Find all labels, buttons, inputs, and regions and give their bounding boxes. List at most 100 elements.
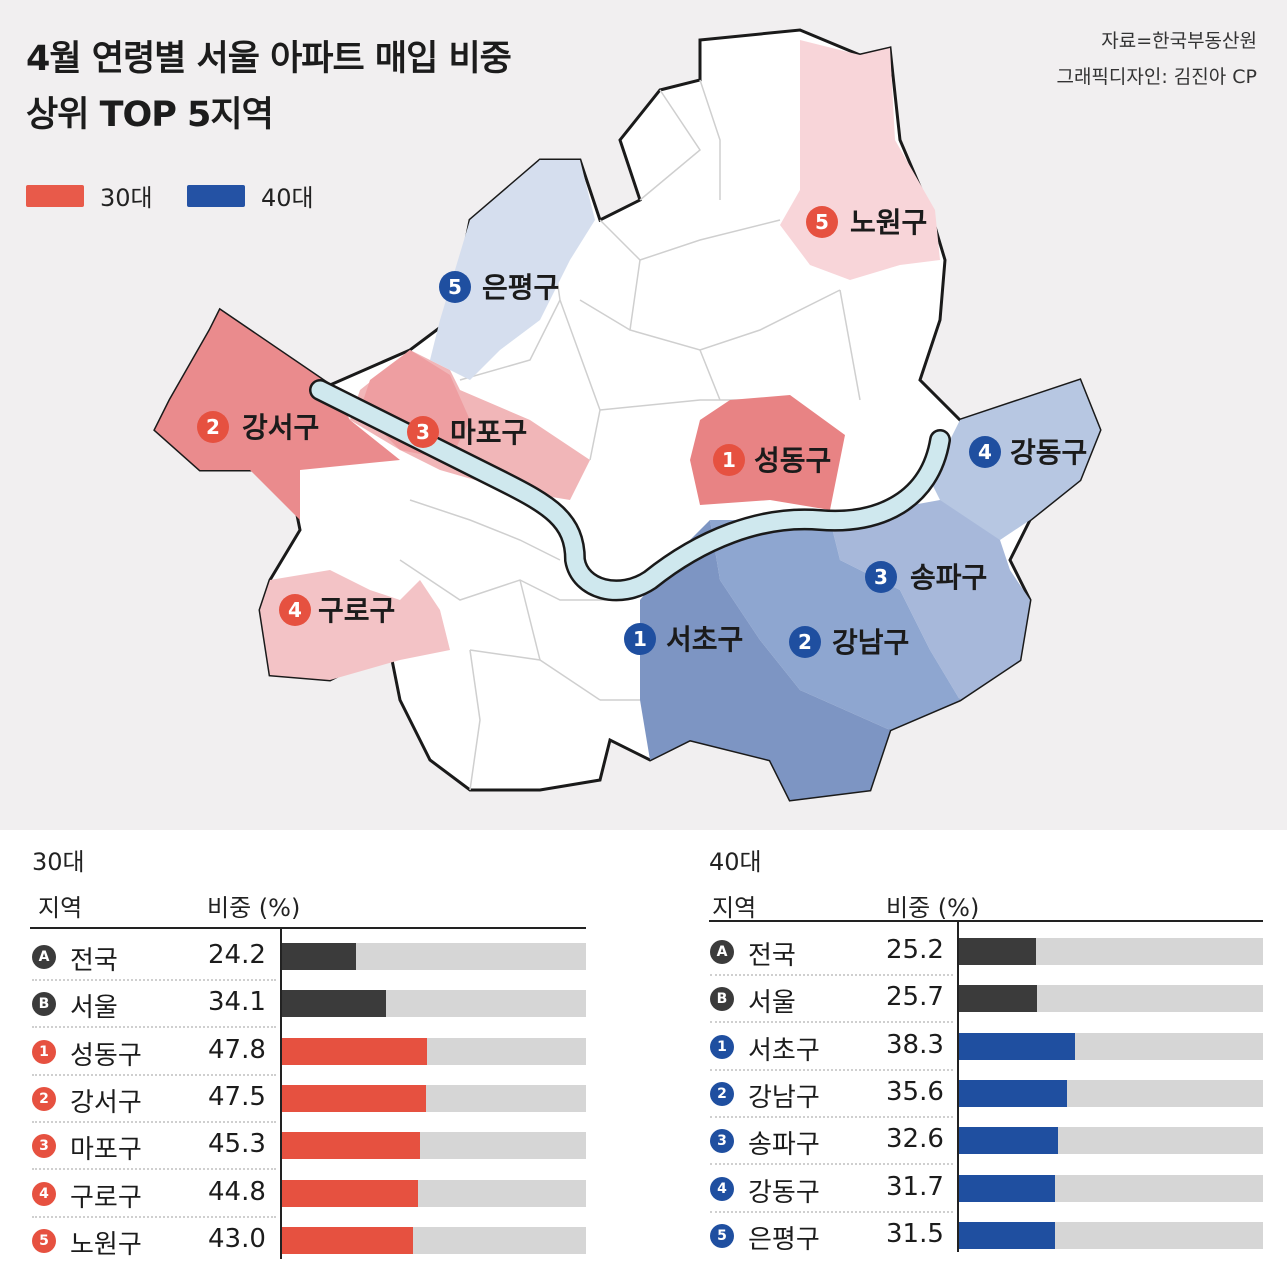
table-row: 1 서초구 38.3 xyxy=(710,1024,1264,1071)
rank-badge-icon xyxy=(806,206,838,238)
rank-badge: 2 xyxy=(32,1086,56,1111)
district-seongdong xyxy=(690,395,845,510)
chart-title: 4월 연령별 서울 아파트 매입 비중 xyxy=(26,39,512,79)
row-separator xyxy=(710,1068,953,1071)
bar-fill xyxy=(282,1084,426,1112)
rank-badge: 4 xyxy=(710,1176,734,1201)
rank-badge-icon xyxy=(713,444,745,476)
district-name: 서초구 xyxy=(666,623,743,656)
region-name: 송파구 xyxy=(748,1130,820,1161)
map-label-gangdong: 4 강동구 xyxy=(969,436,1087,469)
badge-rank: 2 xyxy=(798,630,812,654)
row-separator xyxy=(32,1026,276,1029)
district-eunpyeong xyxy=(430,160,595,380)
table-title-30s: 30대 xyxy=(32,848,85,876)
table-row: A 전국 24.2 xyxy=(32,934,588,981)
region-name: 서초구 xyxy=(748,1035,820,1066)
district-name: 은평구 xyxy=(482,271,559,304)
region-name: 강남구 xyxy=(748,1082,820,1113)
rank-badge-icon xyxy=(865,561,897,593)
share-value: 24.2 xyxy=(208,940,266,970)
table-row: B 서울 34.1 xyxy=(32,981,588,1029)
bar-fill xyxy=(959,1079,1067,1107)
col-header-region-40s: 지역 xyxy=(712,894,757,922)
district-gangdong xyxy=(930,380,1100,540)
table-row: 1 성동구 47.8 xyxy=(32,1029,588,1076)
rank-badge: B xyxy=(710,987,734,1012)
district-songpa xyxy=(830,500,1030,700)
share-value: 25.7 xyxy=(886,982,944,1013)
share-value: 35.6 xyxy=(886,1076,944,1107)
rank-badge: 4 xyxy=(32,1181,56,1206)
bar-fill xyxy=(282,943,356,970)
share-value: 43.0 xyxy=(208,1223,266,1254)
header-rule-40s xyxy=(709,920,1263,922)
district-nowon xyxy=(780,40,940,280)
bar-track xyxy=(282,1084,586,1112)
legend-30s: 30대 xyxy=(26,178,153,213)
bar-track xyxy=(959,985,1263,1013)
badge-rank: 1 xyxy=(633,627,647,651)
district-name: 노원구 xyxy=(850,206,927,239)
rank-badge-icon xyxy=(439,271,471,303)
rank-badge-icon xyxy=(279,594,311,626)
bar-track xyxy=(282,943,586,970)
region-name: 마포구 xyxy=(70,1135,142,1166)
header-rule-30s xyxy=(30,927,586,929)
row-separator xyxy=(710,1115,953,1118)
table-row: 3 마포구 45.3 xyxy=(32,1123,588,1171)
table-title-40s: 40대 xyxy=(709,848,762,876)
district-gangnam xyxy=(710,520,960,730)
row-separator xyxy=(32,979,276,981)
district-guro xyxy=(260,570,450,680)
table-row: 5 은평구 31.5 xyxy=(710,1213,1264,1259)
map-label-gangnam: 2 강남구 xyxy=(789,626,909,659)
bar-track xyxy=(282,990,586,1018)
map-label-gangseo: 2 강서구 xyxy=(197,411,319,444)
row-separator xyxy=(32,1120,276,1123)
map-label-mapo: 3 마포구 xyxy=(407,416,527,449)
bar-fill xyxy=(282,1037,427,1065)
map-label-guro: 4 구로구 xyxy=(279,594,395,627)
bar-track xyxy=(959,1174,1263,1202)
row-separator xyxy=(710,1021,953,1024)
row-separator xyxy=(710,1163,953,1166)
row-separator xyxy=(710,1210,953,1213)
map-label-seongdong: 1 성동구 xyxy=(713,444,831,477)
bar-track xyxy=(282,1037,586,1065)
bar-axis-30s xyxy=(280,929,282,1259)
region-name: 전국 xyxy=(748,941,796,971)
rank-badge: B xyxy=(32,992,56,1017)
bar-fill xyxy=(282,990,386,1018)
bar-track xyxy=(959,1127,1263,1155)
bar-track xyxy=(959,1221,1263,1249)
bar-track xyxy=(282,1132,586,1160)
badge-rank: 5 xyxy=(815,210,829,234)
legend-label-30s: 30대 xyxy=(100,184,153,212)
badge-rank: 4 xyxy=(978,440,992,464)
share-value: 32.6 xyxy=(886,1124,944,1155)
rank-badge: 1 xyxy=(32,1039,56,1064)
map-label-eunpyeong: 5 은평구 xyxy=(439,271,559,304)
rank-badge-icon xyxy=(624,623,656,655)
seoul-map: 5 은평구 5 노원구 2 강서구 3 마포구 1 성동구 4 강동구 3 송파… xyxy=(153,28,1102,802)
legend-swatch-40s xyxy=(187,184,245,207)
designer-credit: 그래픽디자인: 김진아 CP xyxy=(1056,66,1257,88)
region-name: 서울 xyxy=(748,988,796,1019)
badge-rank: 3 xyxy=(416,420,430,444)
bar-fill xyxy=(959,938,1036,965)
col-header-share-30s: 비중 (%) xyxy=(207,894,301,922)
row-separator xyxy=(32,1073,276,1076)
region-name: 성동구 xyxy=(70,1040,142,1071)
chart-subtitle: 상위 TOP 5지역 xyxy=(26,95,274,135)
rank-badge: A xyxy=(710,940,734,964)
region-name: 서울 xyxy=(70,993,118,1024)
district-name: 구로구 xyxy=(318,594,395,627)
region-name: 강서구 xyxy=(70,1087,142,1118)
table-row: B 서울 25.7 xyxy=(710,976,1264,1024)
bar-fill xyxy=(959,985,1037,1013)
row-separator xyxy=(32,1215,276,1218)
share-value: 31.7 xyxy=(886,1171,944,1202)
bar-fill xyxy=(959,1221,1055,1249)
bar-axis-40s xyxy=(957,922,959,1252)
